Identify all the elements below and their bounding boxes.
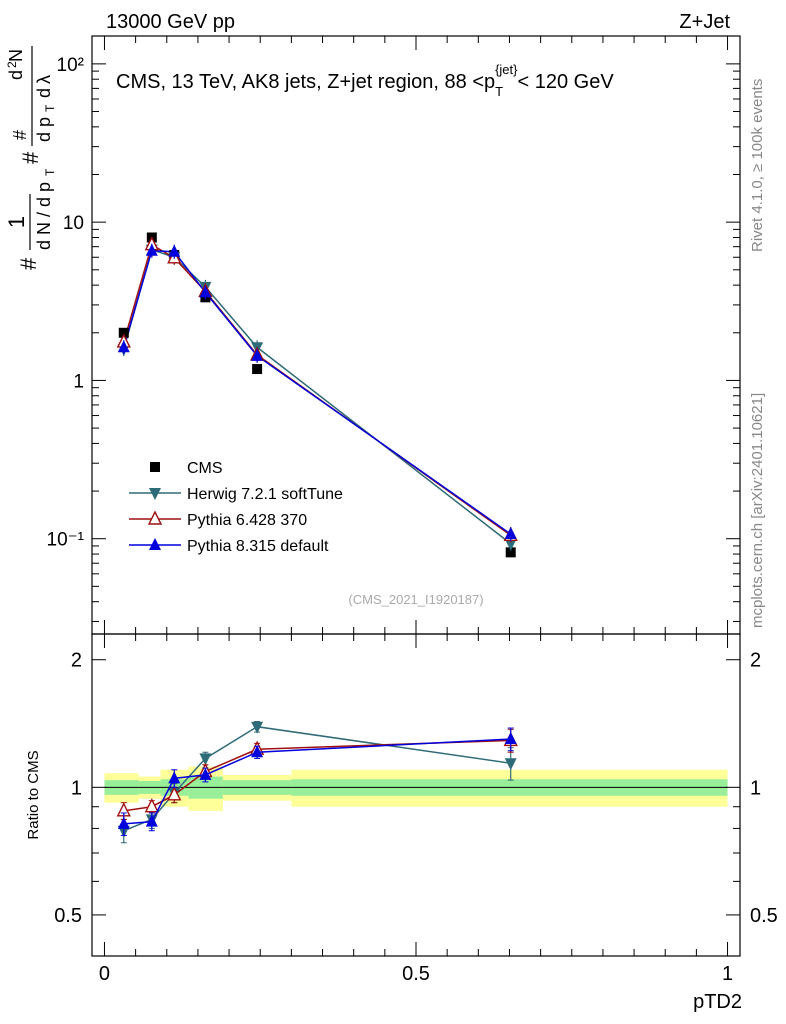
process-label: Z+Jet: [679, 11, 730, 33]
herwig-7-2-1-softtune-ratio-point: [251, 721, 264, 734]
svg-text:#: #: [10, 130, 30, 140]
ratio-series-layer: [116, 720, 518, 844]
pythia-6-428-370-ratio-point: [144, 798, 159, 813]
svg-text:d N / d p: d N / d p: [34, 182, 54, 250]
svg-text:d p: d p: [34, 117, 54, 142]
herwig-7-2-1-softtune-ratio-point: [199, 753, 212, 766]
svg-text:#: #: [18, 151, 43, 164]
main-y-tick-label: 1: [73, 371, 84, 392]
pythia-8-315-default-ratio-point: [199, 767, 212, 780]
ratio-y-tick-label-right: 2: [750, 650, 761, 672]
svg-text:2: 2: [5, 61, 19, 68]
legend: CMS Herwig 7.2.1 softTune Pythia 6.428 370…: [129, 460, 343, 555]
pythia-8-315-default-ratio-line: [123, 738, 511, 825]
svg-text:#: #: [16, 257, 41, 270]
pythia-8-315-default-line: [123, 249, 512, 535]
analysis-watermark: (CMS_2021_I1920187): [348, 592, 483, 607]
x-tick-label: 0: [99, 963, 110, 985]
main-y-tick-label: 10²: [57, 55, 84, 76]
pythia-8-315-default-ratio-point: [117, 816, 130, 829]
ratio-y-tick-label-right: 1: [750, 777, 761, 799]
svg-text:T: T: [43, 104, 57, 112]
legend-label-pythia-6-428-370: Pythia 6.428 370: [187, 512, 307, 529]
chart-title: CMS, 13 TeV, AK8 jets, Z+jet region, 88 …: [116, 62, 614, 99]
pythia-6-428-370-ratio-line: [123, 739, 511, 812]
pythia-8-315-default-point: [117, 340, 130, 353]
legend-marker-pythia-6-428-370: [147, 510, 163, 525]
ratio-y-tick-label-right: 0.5: [750, 905, 778, 927]
legend-marker-cms: [150, 462, 160, 472]
legend-label-pythia-8-315-default: Pythia 8.315 default: [187, 538, 329, 555]
herwig-7-2-1-softtune-point: [504, 538, 517, 551]
x-axis-label: pTD2: [693, 991, 742, 1013]
pythia-6-428-370-ratio-point: [167, 786, 182, 801]
pythia-8-315-default-point: [504, 527, 517, 540]
legend-marker-herwig-7-2-1-softtune: [149, 488, 161, 500]
ratio-y-tick-label: 1: [71, 777, 82, 799]
svg-text:λ: λ: [34, 75, 54, 84]
pythia-8-315-default-point: [168, 244, 181, 257]
uncertainty-bands: [104, 766, 728, 811]
main-y-label: # 1 d N / d p T # # d 2 N d p T d λ: [4, 46, 57, 270]
energy-label: 13000 GeV pp: [106, 11, 235, 33]
legend-marker-pythia-8-315-default: [149, 538, 161, 550]
pythia-8-315-default-point: [251, 348, 264, 361]
cms-point: [505, 547, 516, 558]
rivet-label: Rivet 4.1.0, ≥ 100k events: [749, 79, 766, 252]
cms-point: [252, 364, 263, 375]
x-tick-label: 0.5: [402, 963, 430, 985]
svg-text:1: 1: [4, 216, 29, 228]
svg-text:N: N: [6, 49, 26, 62]
pythia-8-315-default-ratio-point: [504, 732, 517, 745]
ratio-y-axis: 0.5 0.5 1 1 2 2: [54, 650, 778, 927]
cms-point: [118, 327, 129, 338]
svg-text:d: d: [34, 88, 54, 98]
pythia-8-315-default-point: [145, 243, 158, 256]
pythia-8-315-default-ratio-point: [168, 771, 181, 784]
main-y-axis: 10⁻¹ 1 10 10²: [47, 55, 740, 622]
main-y-tick-label: 10: [63, 213, 84, 234]
pythia-8-315-default-point: [199, 285, 212, 298]
x-tick-label: 1: [722, 963, 733, 985]
ratio-y-label: Ratio to CMS: [25, 750, 42, 839]
legend-label-cms: CMS: [187, 460, 223, 477]
x-axis: 0 0.5 1: [99, 36, 733, 985]
legend-label-herwig-7-2-1-softtune: Herwig 7.2.1 softTune: [187, 486, 343, 503]
source-label: mcplots.cern.ch [arXiv:2401.10621]: [749, 393, 766, 628]
pythia-8-315-default-ratio-point: [251, 745, 264, 758]
main-y-tick-label: 10⁻¹: [47, 530, 85, 551]
herwig-7-2-1-softtune-ratio-point: [504, 758, 517, 771]
ratio-y-tick-label: 0.5: [54, 905, 82, 927]
svg-text:T: T: [43, 168, 57, 176]
ratio-y-tick-label: 2: [71, 650, 82, 672]
svg-text:d: d: [6, 70, 26, 80]
main-series-layer: [116, 232, 518, 558]
pythia-8-315-default-ratio-point: [145, 814, 158, 827]
